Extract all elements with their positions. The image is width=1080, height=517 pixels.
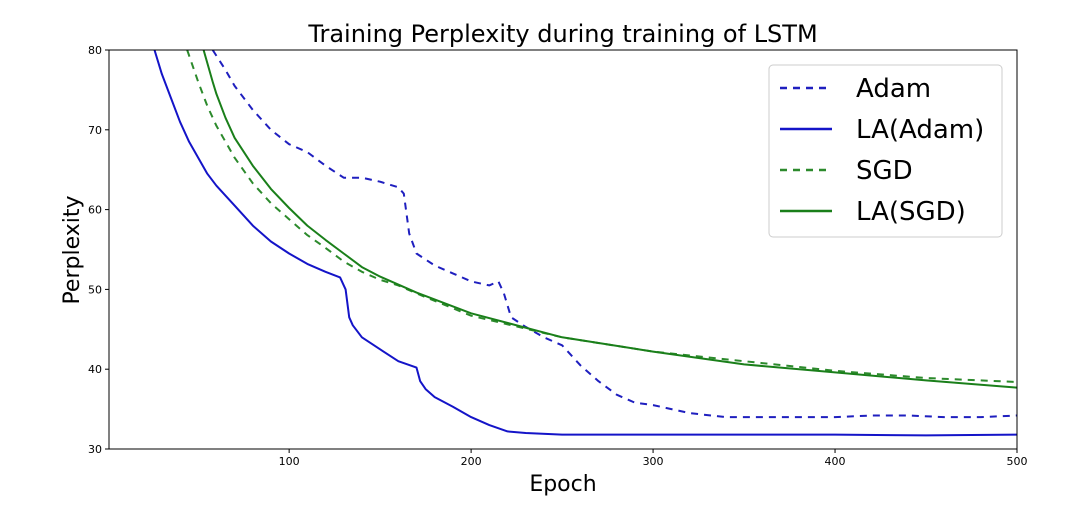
- y-tick-label: 80: [88, 44, 102, 57]
- series-line-adam: [211, 50, 1017, 419]
- y-tick-label: 70: [88, 124, 102, 137]
- chart-title: Training Perplexity during training of L…: [307, 20, 817, 48]
- y-tick-label: 60: [88, 204, 102, 217]
- series-line-sgd: [186, 50, 1017, 383]
- legend-label-sgd: SGD: [856, 156, 913, 186]
- x-tick-label: 200: [461, 455, 482, 468]
- y-tick-label: 50: [88, 283, 102, 296]
- y-tick-label: 40: [88, 363, 102, 376]
- x-tick-label: 100: [279, 455, 300, 468]
- legend-label-la-sgd: LA(SGD): [856, 197, 966, 227]
- legend-box: [768, 64, 1003, 238]
- legend: Adam LA(Adam) SGD LA(SGD): [768, 64, 1003, 238]
- x-axis-label: Epoch: [529, 472, 596, 497]
- legend-label-adam: Adam: [856, 74, 931, 104]
- x-tick-label: 500: [1007, 455, 1028, 468]
- tick-layer: 100 200 300 400 500 30 40 50 60 70 80: [88, 44, 1028, 468]
- x-tick-label: 300: [643, 455, 664, 468]
- series-line-la-sgd: [202, 50, 1017, 389]
- legend-label-la-adam: LA(Adam): [856, 115, 984, 145]
- series-line-la-adam: [153, 50, 1017, 437]
- plot-frame: [108, 49, 1018, 450]
- series-layer: [153, 50, 1017, 437]
- x-tick-label: 400: [825, 455, 846, 468]
- y-axis-label: Perplexity: [60, 195, 85, 304]
- y-tick-label: 30: [88, 443, 102, 456]
